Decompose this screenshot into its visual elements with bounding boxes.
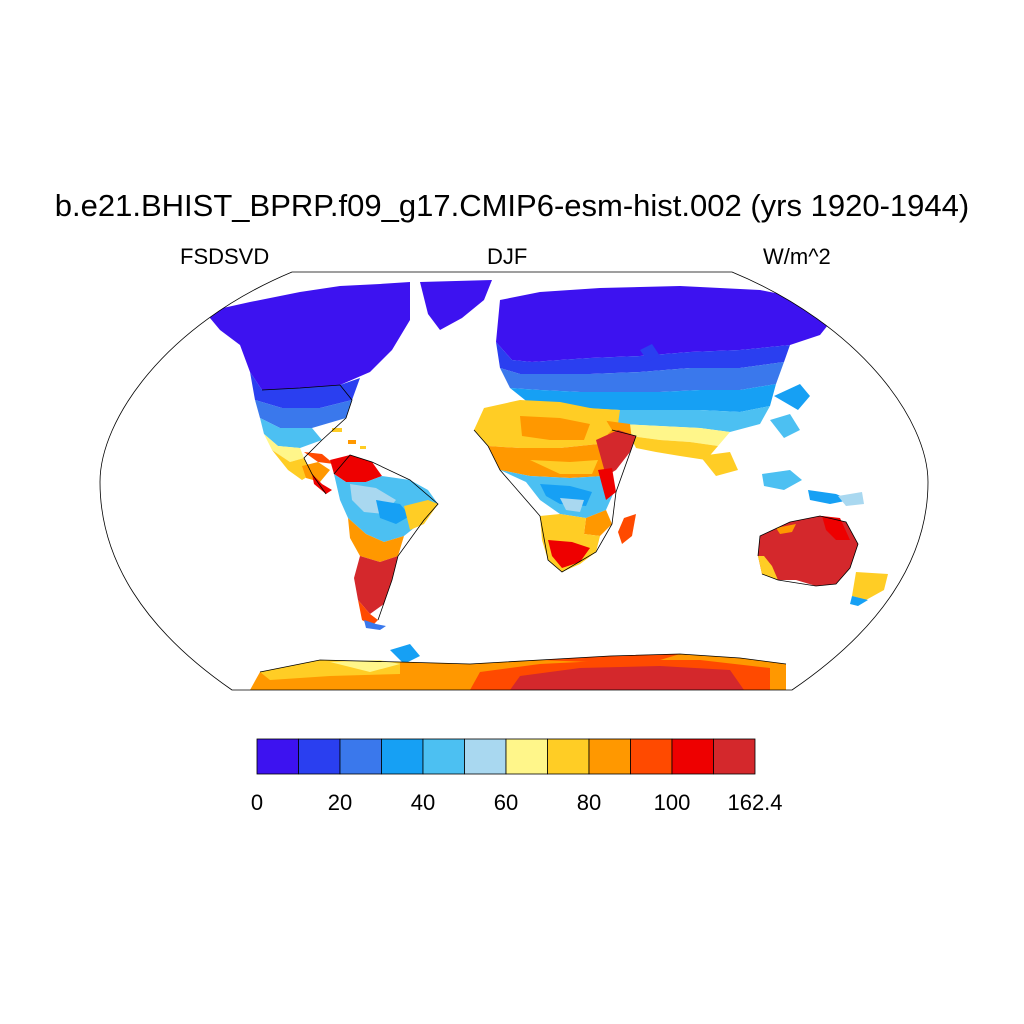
colorbar-tick-label: 80	[576, 790, 602, 815]
colorbar-swatch	[547, 738, 590, 775]
colorbar	[256, 738, 756, 775]
north-america	[205, 280, 492, 494]
colorbar-swatch	[713, 738, 756, 775]
map-boundary	[99, 271, 929, 691]
colorbar-swatch	[339, 738, 382, 775]
colorbar-swatch	[630, 738, 673, 775]
colorbar-tick-label: 40	[410, 790, 436, 815]
colorbar-swatch	[671, 738, 714, 775]
colorbar-swatch	[588, 738, 631, 775]
colorbar-swatch	[505, 738, 548, 775]
units-label: W/m^2	[763, 244, 831, 269]
colorbar-swatch	[298, 738, 341, 775]
colorbar-swatch	[381, 738, 424, 775]
colorbar-swatch	[422, 738, 465, 775]
coastlines	[259, 384, 859, 673]
colorbar-tick-label: 20	[327, 790, 353, 815]
colorbar-tick-label: 0	[250, 790, 264, 815]
caribbean	[332, 428, 366, 449]
colorbar-tick-label: 60	[493, 790, 519, 815]
africa	[474, 400, 636, 572]
maritime-continent	[762, 470, 864, 506]
map-plot-area	[100, 272, 928, 690]
season-label: DJF	[487, 244, 528, 269]
colorbar-swatch	[464, 738, 507, 775]
variable-label: FSDSVD	[180, 244, 270, 269]
colorbar-swatch	[256, 738, 299, 775]
eurasia	[496, 286, 832, 476]
australia	[758, 516, 888, 606]
colorbar-tick-label: 100	[653, 790, 691, 815]
colorbar-tick-label: 162.4	[727, 790, 783, 815]
south-america	[330, 455, 438, 630]
figure-title: b.e21.BHIST_BPRP.f09_g17.CMIP6-esm-hist.…	[54, 188, 970, 223]
